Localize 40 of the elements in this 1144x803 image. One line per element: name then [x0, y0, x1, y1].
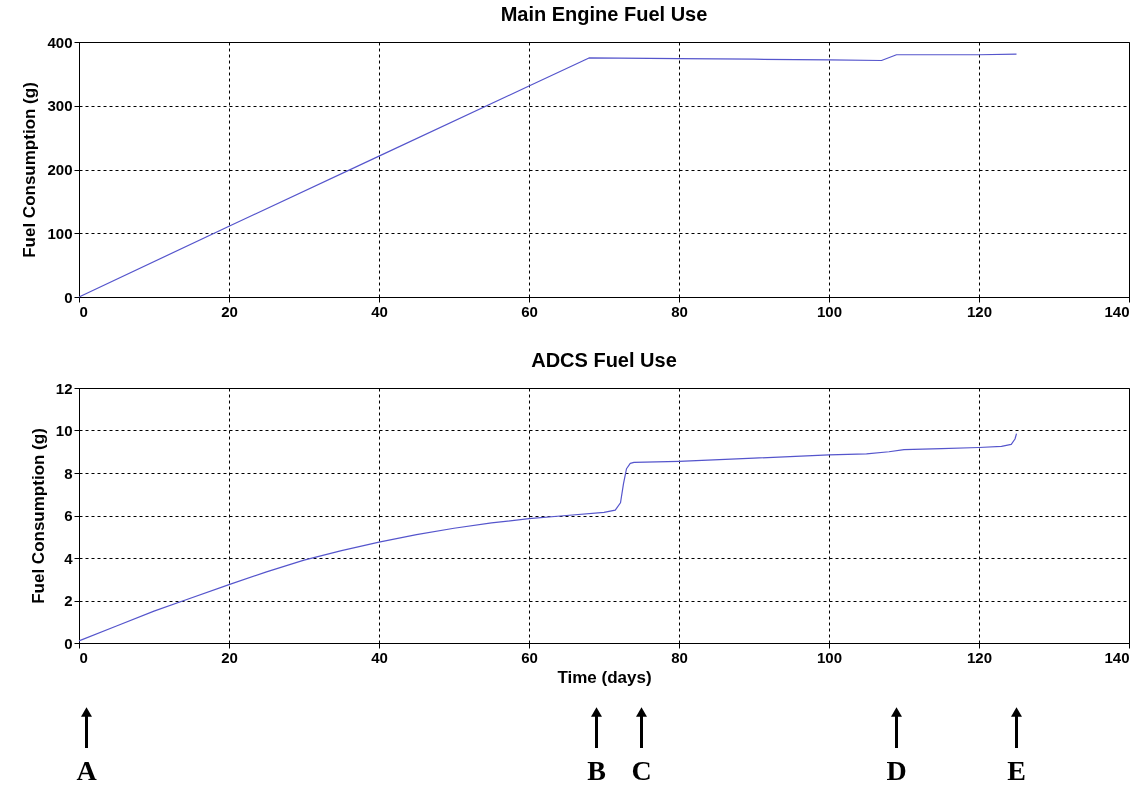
x-tick-label: 100 [816, 302, 843, 320]
y-tick-label: 12 [55, 379, 73, 397]
x-tick-label: 0 [79, 648, 88, 666]
x-tick-label: 0 [79, 302, 88, 320]
x-tick-label: 60 [521, 302, 538, 320]
ref-line-label: C [631, 755, 652, 786]
y-tick-label: 400 [47, 33, 73, 51]
x-tick-label: 120 [966, 302, 993, 320]
y-tick-label: 6 [64, 507, 73, 524]
ref-line-label: B [587, 755, 606, 786]
y-tick-label: 0 [64, 634, 73, 652]
x-axis-title: Time (days) [557, 667, 652, 687]
y-tick-label: 0 [64, 288, 73, 306]
y-tick-label: 8 [64, 464, 73, 482]
chart-title: ADCS Fuel Use [531, 349, 677, 371]
x-tick-label: 140 [1104, 648, 1130, 666]
y-tick-label: 100 [47, 224, 73, 242]
ref-line-label: E [1007, 755, 1026, 786]
x-tick-label: 20 [221, 648, 238, 666]
x-tick-label: 140 [1104, 302, 1130, 320]
x-tick-label: 40 [371, 302, 388, 320]
ref-line-label: A [76, 755, 98, 786]
line-series [78, 53, 1018, 298]
y-tick-label: 2 [64, 592, 73, 609]
x-tick-label: 40 [371, 648, 388, 666]
x-tick-label: 80 [671, 302, 688, 320]
x-tick-label: 60 [521, 648, 538, 666]
y-tick-label: 300 [47, 97, 73, 115]
x-tick-label: 20 [221, 302, 238, 320]
y-tick-label: 4 [64, 549, 74, 567]
y-axis-title: Fuel Consumption (g) [28, 428, 48, 604]
y-axis-title: Fuel Consumption (g) [20, 82, 40, 258]
x-tick-label: 100 [816, 648, 843, 666]
chart-title: Main Engine Fuel Use [500, 3, 708, 25]
ref-line-label: D [886, 755, 907, 786]
x-tick-label: 80 [671, 648, 688, 666]
y-tick-label: 10 [55, 422, 73, 439]
line-series [78, 433, 1018, 642]
x-tick-label: 120 [966, 648, 993, 666]
y-tick-label: 200 [47, 161, 73, 178]
